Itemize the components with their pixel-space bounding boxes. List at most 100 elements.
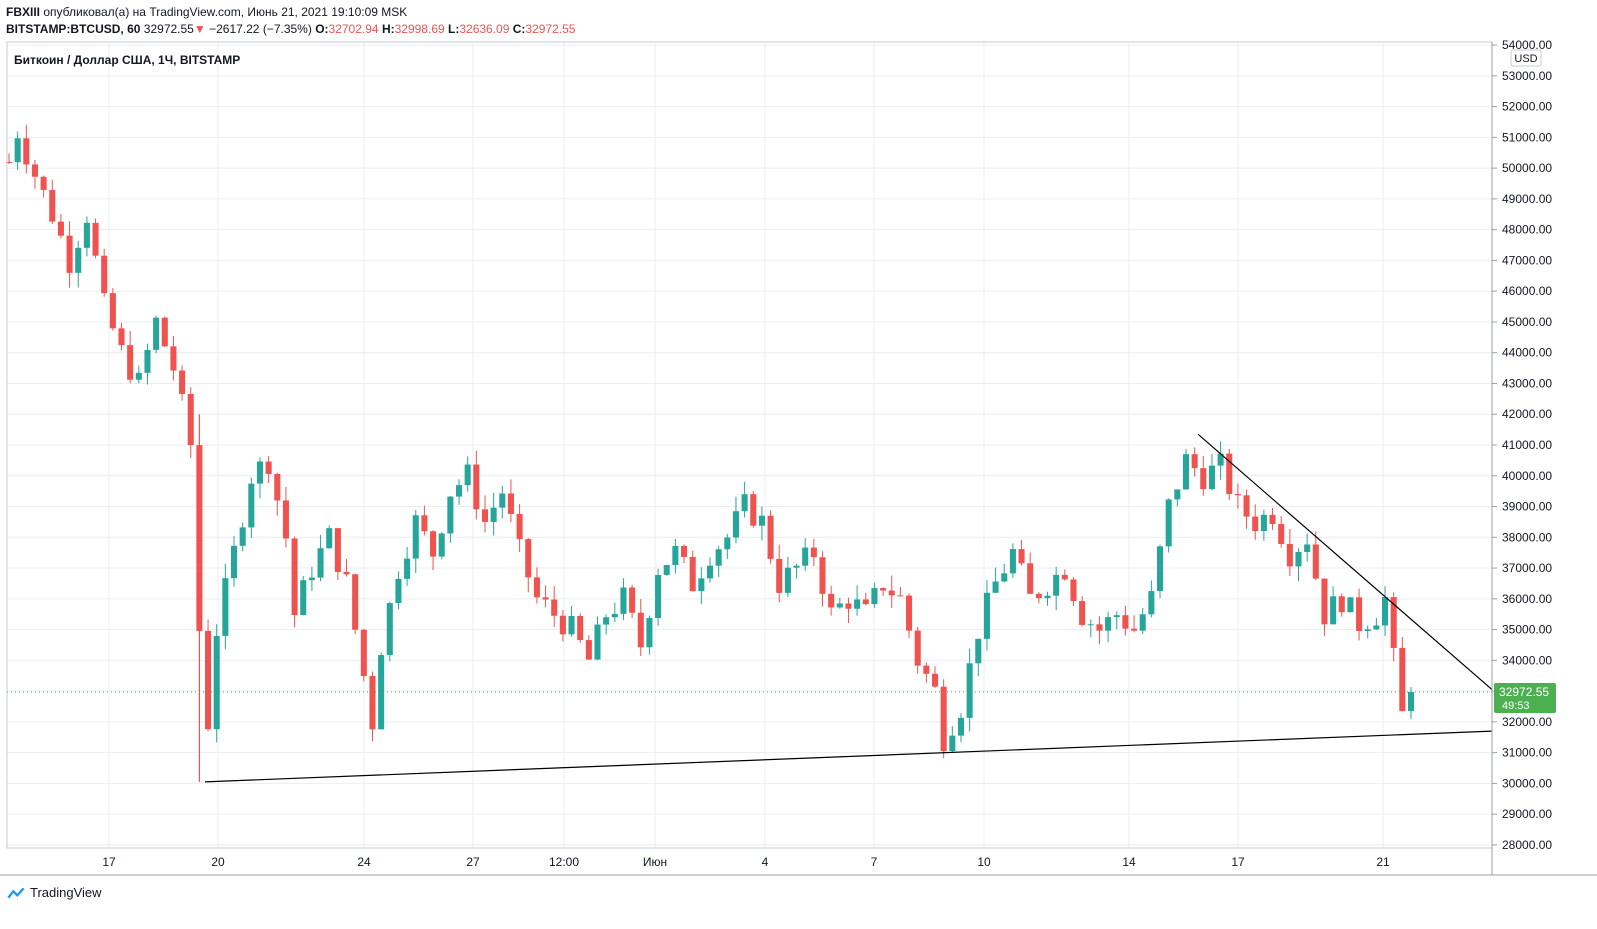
candle-body	[819, 557, 826, 594]
low-label: L:	[448, 22, 460, 36]
candle-body	[724, 537, 731, 550]
published-info: опубликовал(а) на TradingView.com, Июнь …	[43, 5, 408, 19]
candle-body	[282, 500, 289, 539]
price-tick-label: 37000.00	[1502, 561, 1552, 575]
candle-body	[404, 558, 411, 579]
candle-body	[1304, 544, 1311, 552]
candle-body	[1252, 516, 1259, 532]
candle-body	[1347, 597, 1354, 613]
footer-brand[interactable]: TradingView	[6, 885, 102, 900]
candle-body	[447, 496, 454, 534]
symbol-label: BITSTAMP:BTCUSD, 60	[6, 22, 141, 36]
candle-body	[992, 581, 999, 593]
last-price: 32972.55	[143, 22, 194, 36]
candle-body	[274, 474, 281, 501]
candle-body	[836, 603, 843, 608]
candle-body	[308, 577, 315, 581]
candle-body	[1399, 647, 1406, 712]
last-price-badge	[1494, 682, 1556, 713]
candle-body	[551, 599, 558, 616]
candle-body	[940, 686, 947, 752]
candle-body	[1113, 615, 1120, 618]
price-tick-label: 45000.00	[1502, 315, 1552, 329]
candle-body	[464, 464, 471, 486]
candle-body	[542, 597, 549, 600]
author-name: FBXIII	[6, 5, 41, 19]
candle-body	[767, 515, 774, 559]
candle-body	[871, 588, 878, 605]
candle-body	[31, 164, 38, 177]
candle-body	[931, 673, 939, 687]
candle-body	[1330, 596, 1337, 625]
candle-body	[1096, 624, 1103, 631]
candle-body	[966, 663, 973, 718]
price-tick-label: 38000.00	[1502, 530, 1552, 544]
candle-body	[326, 528, 333, 549]
candle-body	[343, 571, 350, 575]
candle-body	[205, 630, 212, 730]
candle-body	[256, 461, 264, 484]
candle-body	[577, 616, 584, 641]
price-tick-label: 32000.00	[1502, 715, 1552, 729]
candle-body	[499, 493, 506, 508]
candle-body	[1070, 579, 1077, 601]
down-arrow-icon: ▼	[193, 22, 206, 36]
candle-body	[1269, 514, 1276, 524]
candle-body	[802, 547, 809, 566]
candle-body	[40, 176, 47, 190]
candle-body	[1018, 549, 1025, 564]
candle-body	[845, 603, 852, 609]
candle-body	[1382, 597, 1389, 626]
candle-body	[144, 349, 151, 373]
price-tick-label: 46000.00	[1502, 284, 1552, 298]
candle-body	[473, 464, 480, 510]
candle-body	[1390, 597, 1397, 648]
candle-body	[698, 578, 705, 592]
trendline	[1197, 433, 1493, 691]
candle-body	[880, 588, 887, 591]
candle-body	[153, 317, 160, 350]
candle-body	[412, 515, 419, 559]
candle-body	[1035, 593, 1042, 599]
candle-body	[1373, 625, 1380, 630]
footer-brand-label: TradingView	[30, 885, 102, 900]
price-tick-label: 29000.00	[1502, 807, 1552, 821]
price-tick-label: 40000.00	[1502, 469, 1552, 483]
trendlines-layer	[7, 433, 1493, 783]
candle-body	[732, 511, 739, 538]
candle-body	[118, 328, 125, 346]
candle-body	[646, 617, 653, 648]
candle-body	[706, 565, 714, 579]
candle-body	[776, 558, 783, 593]
candle-body	[1407, 691, 1415, 712]
candles-layer	[5, 124, 1415, 782]
high-value: 32998.69	[394, 22, 445, 36]
time-tick-label: 17	[1231, 855, 1245, 869]
candle-body	[369, 676, 376, 730]
candle-body	[1356, 597, 1363, 631]
header-line-2: BITSTAMP:BTCUSD, 60 32972.55▼ −2617.22 (…	[6, 22, 575, 36]
candle-body	[1001, 573, 1008, 582]
open-value: 32702.94	[328, 22, 379, 36]
candle-body	[793, 565, 800, 568]
candle-body	[533, 577, 540, 598]
candle-body	[378, 655, 385, 730]
candle-body	[1139, 614, 1146, 631]
candle-body	[109, 293, 116, 329]
candle-body	[1148, 591, 1155, 615]
candle-body	[1044, 595, 1051, 599]
time-tick-label: 10	[977, 855, 991, 869]
candle-body	[438, 533, 445, 557]
candle-body	[1295, 551, 1302, 567]
candle-body	[516, 513, 523, 540]
candle-body	[300, 580, 307, 616]
candle-body	[1079, 600, 1086, 625]
candle-body	[784, 567, 791, 593]
candle-body	[1053, 574, 1060, 596]
candle-body	[179, 370, 186, 394]
candle-body	[1027, 563, 1034, 594]
price-tick-label: 30000.00	[1502, 776, 1552, 790]
candle-body	[135, 372, 142, 380]
candle-body	[828, 593, 835, 608]
